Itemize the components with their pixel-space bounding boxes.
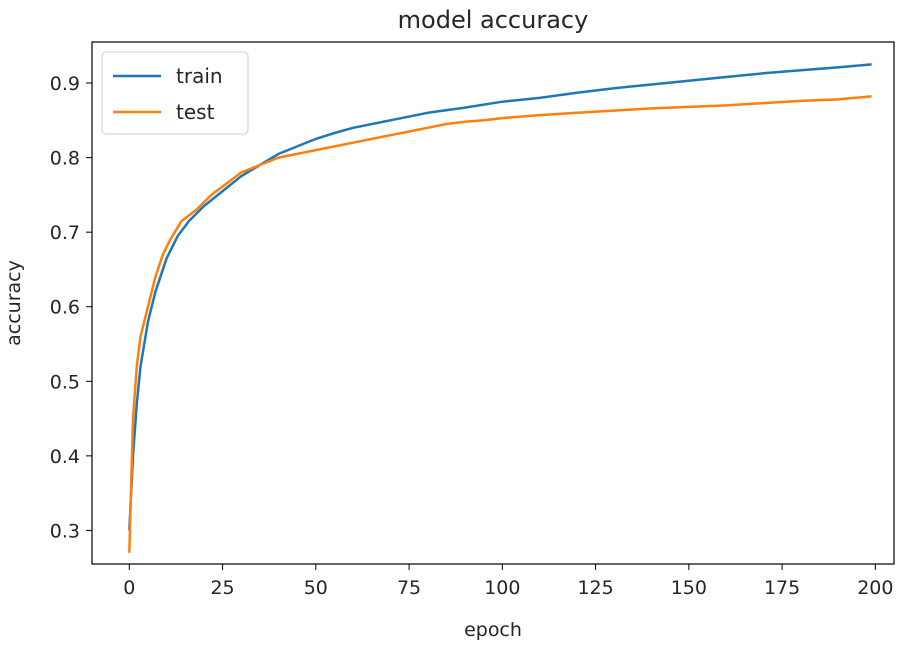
x-tick-label: 75 (397, 577, 421, 599)
x-tick-label: 25 (210, 577, 234, 599)
y-tick-label: 0.7 (50, 222, 80, 244)
legend-label-test: test (176, 100, 215, 124)
x-tick-label: 150 (671, 577, 707, 599)
series-line-train (128, 63, 872, 531)
chart-title: model accuracy (398, 6, 589, 34)
x-tick-label: 50 (304, 577, 328, 599)
x-tick-label: 200 (857, 577, 893, 599)
y-tick-label: 0.4 (50, 446, 80, 468)
y-tick-label: 0.9 (50, 73, 80, 95)
series-line-test (128, 95, 872, 553)
series-lines (128, 63, 872, 553)
x-tick-label: 175 (764, 577, 800, 599)
y-axis-ticks: 0.3 0.4 0.5 0.6 0.7 0.8 0.9 (50, 73, 92, 542)
legend-box (101, 51, 249, 135)
legend-label-train: train (176, 64, 223, 88)
x-tick-label: 125 (577, 577, 613, 599)
y-tick-label: 0.8 (50, 148, 80, 170)
y-tick-label: 0.6 (50, 297, 80, 319)
x-tick-label: 100 (484, 577, 520, 599)
y-axis-label: accuracy (3, 260, 25, 346)
x-axis-ticks: 0 25 50 75 100 125 150 175 200 (123, 564, 893, 599)
x-axis-label: epoch (464, 619, 522, 641)
y-tick-label: 0.3 (50, 520, 80, 542)
y-tick-label: 0.5 (50, 371, 80, 393)
legend: train test (101, 51, 249, 135)
x-tick-label: 0 (123, 577, 135, 599)
